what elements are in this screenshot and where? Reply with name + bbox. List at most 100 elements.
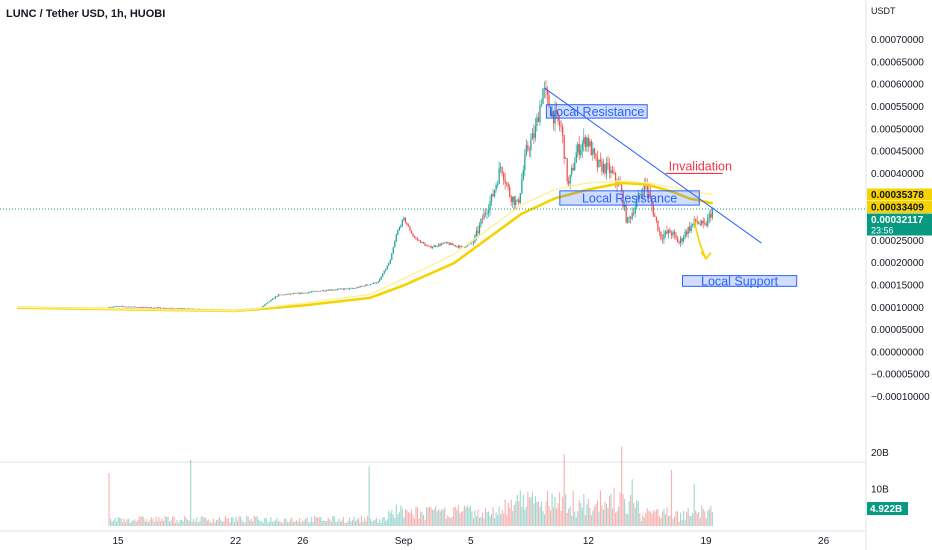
candle-body	[480, 219, 482, 225]
volume-bar	[465, 507, 467, 526]
volume-bar	[295, 520, 298, 526]
candle-body	[711, 208, 713, 218]
volume-bar	[132, 520, 134, 526]
volume-bar	[560, 511, 562, 526]
candle-body	[675, 234, 677, 238]
candle-body	[339, 288, 342, 290]
volume-bar	[426, 507, 428, 526]
volume-bar	[137, 519, 139, 526]
candle-body	[507, 183, 509, 188]
volume-bar	[401, 508, 403, 526]
volume-bar	[506, 515, 508, 526]
volume-bar	[710, 506, 712, 526]
candle-body	[574, 162, 576, 171]
annotation-box[interactable]	[545, 104, 648, 119]
volume-bar	[430, 507, 432, 526]
candle-body	[404, 217, 407, 223]
volume-bar	[471, 511, 473, 526]
annotation-box[interactable]	[681, 275, 798, 287]
volume-bar	[246, 515, 248, 526]
volume-bar	[178, 523, 180, 526]
x-tick-label: Sep	[395, 536, 413, 547]
candle-body	[345, 288, 348, 290]
volume-bar	[303, 520, 305, 526]
volume-bar	[273, 521, 275, 526]
volume-bar	[618, 506, 620, 526]
y-tick-label: −0.00010000	[871, 392, 930, 403]
candle-body	[307, 292, 310, 294]
candle-body	[397, 230, 399, 235]
volume-bar	[475, 516, 478, 526]
candle-body	[357, 287, 360, 288]
candle-body	[695, 218, 697, 222]
volume-bar	[182, 521, 184, 526]
volume-bar	[208, 519, 210, 526]
candle-body	[707, 217, 709, 226]
candle-body	[593, 148, 596, 154]
candle-body	[374, 282, 376, 284]
candle-body	[294, 293, 296, 294]
trend-line[interactable]	[544, 87, 762, 244]
candle-body	[610, 170, 612, 174]
volume-bar	[551, 493, 553, 526]
candle-body	[344, 288, 346, 290]
candle-body	[436, 246, 438, 247]
candle-body	[122, 306, 124, 307]
volume-bar	[172, 516, 174, 526]
volume-bar	[413, 518, 416, 526]
candle-body	[637, 194, 639, 201]
volume-bar	[256, 516, 258, 526]
y-tick-label: 0.00010000	[871, 303, 924, 314]
volume-bar	[282, 522, 284, 526]
candle-body	[568, 181, 570, 184]
volume-bar	[274, 520, 276, 526]
candle-body	[484, 212, 487, 214]
candle-body	[651, 198, 653, 206]
candle-body	[466, 244, 469, 247]
projection-arrowhead	[700, 251, 712, 260]
annotation-box-label: Local Resistance	[582, 191, 677, 205]
candle-body	[504, 179, 506, 184]
volume-bar	[581, 507, 583, 526]
volume-bar	[374, 519, 376, 526]
volume-bar	[480, 516, 482, 526]
volume-bar	[206, 520, 208, 526]
volume-bar	[262, 522, 264, 526]
volume-bar	[472, 518, 474, 526]
candle-body	[586, 137, 588, 147]
y-tick-label: 0.00020000	[871, 258, 924, 269]
volume-bar	[660, 518, 662, 526]
candle-body	[395, 234, 397, 242]
volume-bar	[143, 517, 145, 526]
candle-body	[323, 290, 325, 292]
candle-body	[280, 294, 283, 296]
candle-body	[684, 231, 686, 238]
volume-bar	[438, 509, 440, 526]
candle-body	[527, 145, 529, 150]
candle-body	[286, 293, 289, 295]
volume-bar	[329, 519, 331, 526]
candle-body	[698, 222, 700, 225]
volume-bar	[309, 521, 311, 526]
candle-body	[271, 298, 273, 300]
candle-body	[512, 196, 514, 202]
candle-body	[562, 126, 564, 136]
volume-bar	[351, 519, 354, 526]
candle-body	[661, 238, 664, 240]
candle-body	[129, 306, 131, 308]
volume-bar	[258, 519, 260, 526]
annotation-box[interactable]	[559, 190, 700, 206]
volume-bar	[129, 522, 131, 526]
candle-body	[425, 245, 428, 247]
volume-bar	[302, 520, 304, 526]
candle-body	[149, 307, 151, 308]
volume-bar	[492, 507, 494, 526]
volume-bar	[453, 507, 455, 526]
candle-body	[643, 182, 645, 195]
volume-bar	[391, 510, 393, 526]
candle-body	[386, 265, 388, 270]
candle-body	[180, 308, 183, 310]
volume-bar	[673, 516, 676, 526]
volume-bar	[489, 516, 491, 526]
